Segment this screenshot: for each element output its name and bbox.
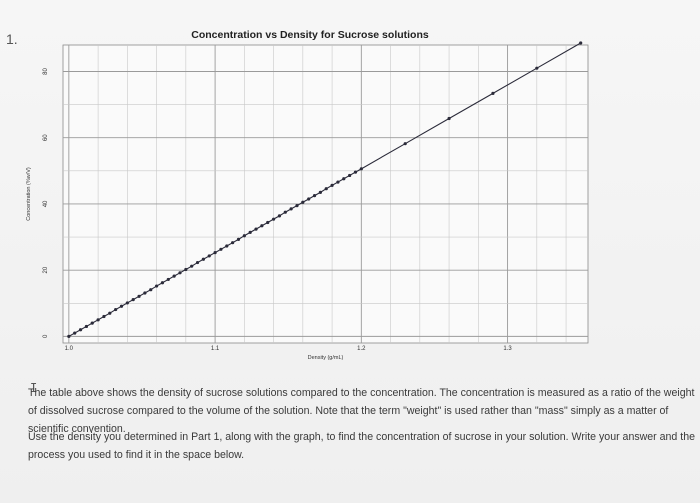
data-point xyxy=(172,274,176,278)
data-point xyxy=(137,294,141,298)
data-point xyxy=(160,281,165,285)
data-point xyxy=(301,200,305,204)
data-point xyxy=(242,234,246,238)
data-point xyxy=(96,318,100,322)
caption-text: The table above shows the density of suc… xyxy=(28,387,695,435)
data-point xyxy=(201,257,205,261)
data-point xyxy=(307,197,311,201)
data-point xyxy=(90,321,94,325)
data-point xyxy=(143,291,147,295)
data-point xyxy=(73,331,77,335)
data-point xyxy=(324,187,328,191)
data-point xyxy=(219,247,223,251)
data-point xyxy=(102,314,106,319)
data-point xyxy=(283,210,287,214)
data-point xyxy=(119,304,124,308)
data-point xyxy=(330,183,334,187)
data-point xyxy=(277,214,282,218)
data-point xyxy=(260,224,264,228)
x-axis-label: Density (g/mL) xyxy=(308,355,344,361)
data-point xyxy=(131,298,135,302)
x-tick-label: 1.2 xyxy=(357,346,366,352)
data-point xyxy=(336,180,340,184)
data-point xyxy=(108,311,112,315)
chart: 0 20 40 60 80 1.0 1.1 1.2 1.3 Density (g/mL) Conce… xyxy=(26,41,589,361)
data-point xyxy=(213,251,217,255)
data-point xyxy=(84,324,88,329)
data-point xyxy=(348,173,352,178)
data-point xyxy=(266,220,270,225)
data-point xyxy=(166,277,170,282)
data-point xyxy=(190,264,194,268)
data-point xyxy=(289,207,293,211)
prompt-text: Use the density you determined in Part 1… xyxy=(28,431,695,461)
chart-labels: 0 20 40 60 80 1.0 1.1 1.2 1.3 Density (g/mL) Conce… xyxy=(26,67,512,361)
data-point xyxy=(318,190,322,194)
data-point xyxy=(254,227,258,231)
data-point xyxy=(154,284,159,288)
y-tick-label: 40 xyxy=(43,200,49,207)
data-point xyxy=(125,301,129,305)
x-tick-label: 1.0 xyxy=(65,346,74,352)
chart-series xyxy=(67,41,583,338)
data-point xyxy=(447,116,451,121)
data-point xyxy=(78,328,83,332)
data-point xyxy=(353,170,358,174)
data-point xyxy=(231,241,235,245)
y-tick-label: 0 xyxy=(43,334,49,338)
data-point xyxy=(295,203,299,208)
data-point xyxy=(271,217,276,221)
data-point xyxy=(491,91,495,95)
data-point xyxy=(342,177,346,181)
chart-grid xyxy=(62,44,589,344)
y-tick-label: 20 xyxy=(43,266,49,273)
data-point xyxy=(178,271,182,275)
data-point xyxy=(236,237,241,241)
data-point xyxy=(312,194,317,198)
data-point xyxy=(579,41,583,45)
data-point xyxy=(225,244,229,248)
question-number: 1. xyxy=(6,31,18,47)
data-point xyxy=(184,267,188,272)
data-point xyxy=(359,167,363,171)
data-point xyxy=(67,334,71,338)
data-point xyxy=(149,288,153,292)
data-point xyxy=(114,307,118,312)
y-tick-label: 60 xyxy=(43,134,49,141)
data-point xyxy=(248,230,252,235)
text-cursor-icon: I xyxy=(30,381,38,395)
y-tick-label: 80 xyxy=(43,67,49,74)
y-axis-label: Concentration (%w/V) xyxy=(26,167,32,221)
x-tick-label: 1.3 xyxy=(503,346,512,352)
chart-title: Concentration vs Density for Sucrose sol… xyxy=(191,29,429,41)
data-point xyxy=(207,254,211,258)
data-point xyxy=(195,260,200,265)
data-point xyxy=(535,66,539,70)
plot-area xyxy=(62,44,589,344)
data-point xyxy=(403,142,407,146)
x-tick-label: 1.1 xyxy=(211,346,220,352)
